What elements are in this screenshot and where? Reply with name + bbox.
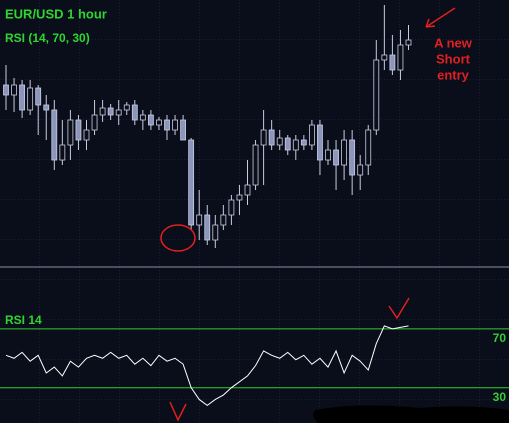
candle-body (341, 139, 348, 166)
rsi-label: RSI 14 (5, 313, 42, 327)
chart-title: EUR/USD 1 hour (5, 6, 107, 21)
candle-body (172, 119, 178, 131)
candle-body (381, 54, 388, 61)
candle-body (75, 119, 82, 141)
candle-body (91, 114, 98, 131)
candle-body (51, 109, 58, 161)
candle-body (325, 149, 331, 161)
check-mark (388, 297, 410, 320)
annotation: A new (434, 35, 473, 50)
candle-body (292, 139, 299, 151)
indicator-label: RSI (14, 70, 30) (5, 31, 90, 45)
candle-body (236, 194, 243, 201)
candle-body (349, 139, 356, 176)
candle-body (260, 129, 267, 146)
candle-body (180, 119, 187, 141)
annotations (160, 7, 456, 422)
candle-body (405, 39, 412, 46)
candle-body (11, 84, 17, 96)
highlight-circle (160, 224, 196, 252)
candle-body (43, 104, 50, 111)
candle-body (284, 137, 291, 151)
candle-body (389, 54, 396, 71)
candle-body (115, 109, 122, 116)
annotation: entry (437, 67, 470, 82)
candle-body (228, 199, 235, 216)
candle-body (67, 119, 74, 146)
y-tick-label: 30 (493, 390, 507, 404)
candle-body (308, 124, 315, 146)
candle-body (19, 84, 26, 111)
candle-body (397, 44, 404, 71)
candle-body (35, 87, 42, 106)
candle-body (99, 107, 106, 116)
candle-body (59, 144, 66, 161)
candle-body (196, 214, 203, 226)
annotation: Short (436, 51, 471, 66)
candle-body (27, 87, 34, 111)
candle-body (107, 107, 114, 116)
candle-body (188, 139, 195, 226)
candle-body (300, 139, 307, 146)
candle-body (244, 184, 251, 196)
candle-body (164, 119, 170, 131)
candle-body (220, 214, 227, 226)
candle-body (123, 104, 130, 111)
marks: 70 30 (0, 5, 509, 406)
candle-body (357, 164, 364, 176)
candle-body (131, 104, 138, 121)
candle-body (276, 137, 283, 146)
candle-body (365, 129, 372, 166)
check-mark (169, 401, 187, 422)
candle-body (268, 129, 275, 146)
redaction (313, 405, 509, 423)
candle-body (147, 114, 154, 126)
candle-body (317, 124, 323, 161)
candle-body (3, 84, 9, 96)
arrow (425, 7, 456, 28)
candle-body (204, 214, 211, 241)
rsi-line (5, 325, 409, 406)
candle-body (252, 144, 259, 186)
candle-body (83, 129, 90, 141)
candle-body (333, 149, 339, 166)
candle-body (373, 59, 380, 131)
candle-body (156, 119, 162, 126)
candle-body (212, 224, 219, 241)
y-tick-label: 70 (493, 331, 507, 345)
candle-body (139, 114, 146, 121)
